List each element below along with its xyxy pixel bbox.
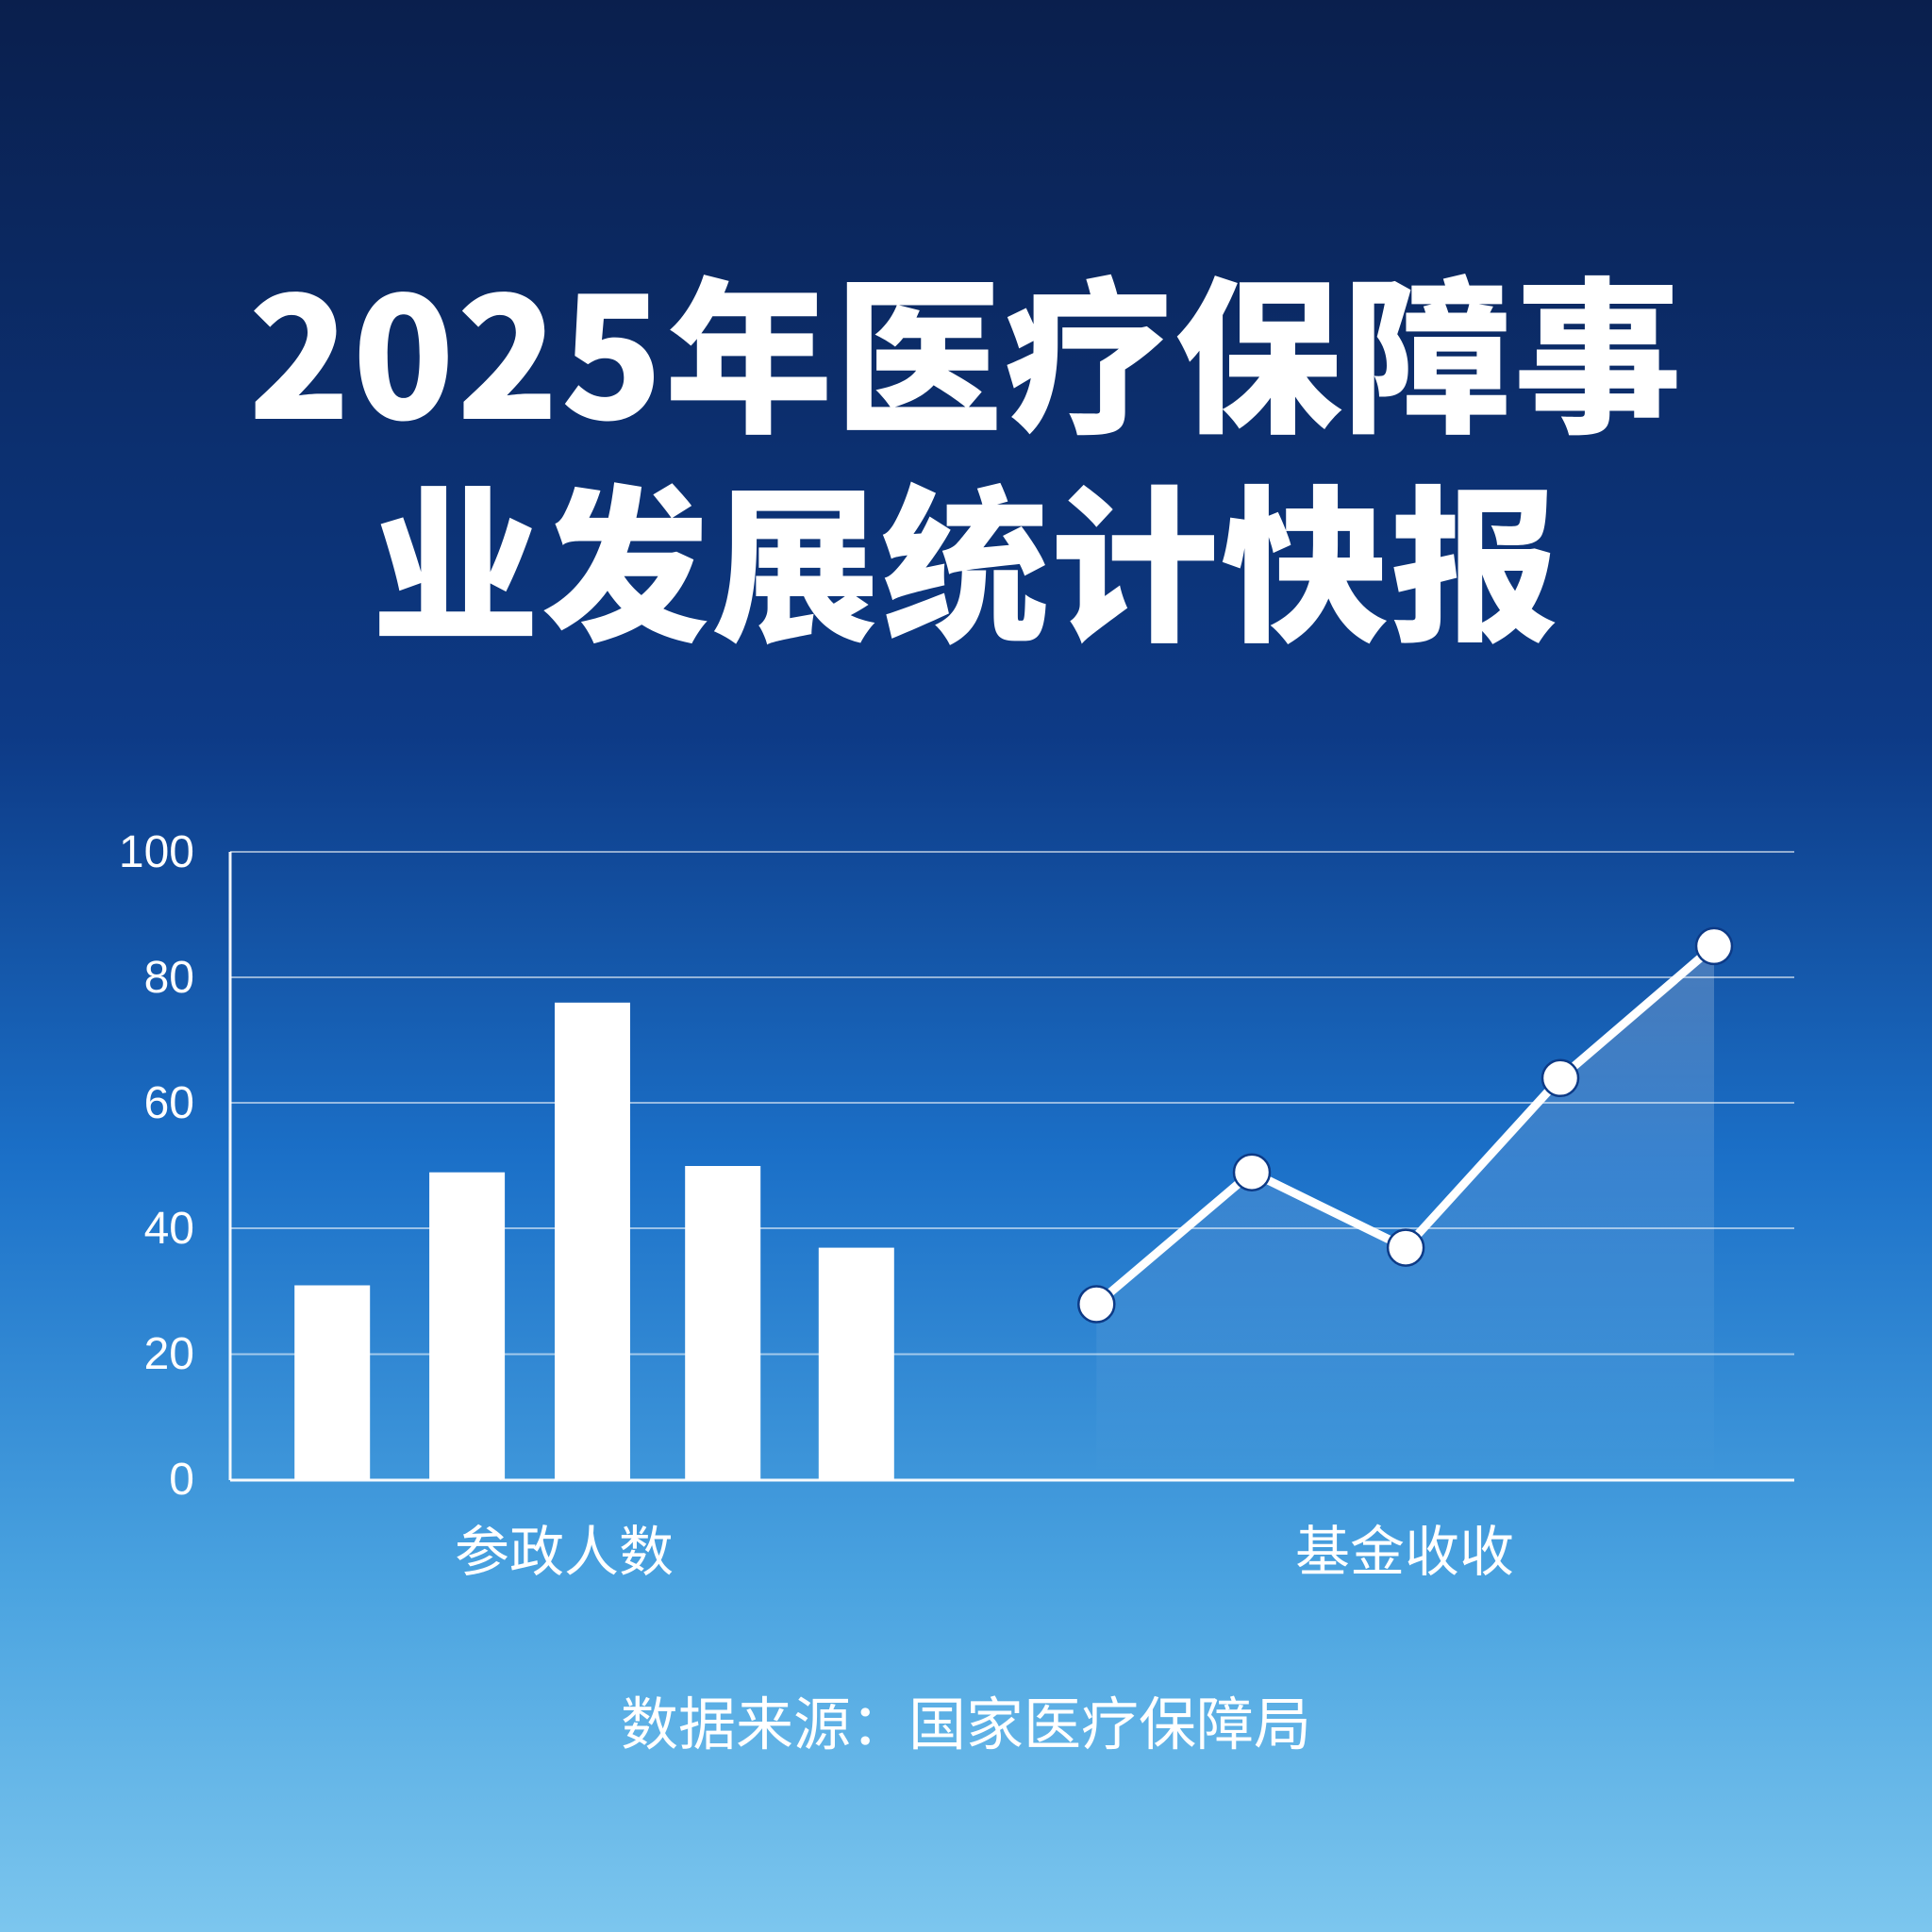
svg-text:60: 60	[144, 1078, 194, 1128]
svg-text:0: 0	[169, 1455, 194, 1505]
svg-text:40: 40	[144, 1204, 194, 1254]
svg-text:20: 20	[144, 1329, 194, 1379]
svg-text:基金收收: 基金收收	[1295, 1507, 1514, 1587]
svg-text:参政人数: 参政人数	[455, 1507, 674, 1587]
svg-text:80: 80	[144, 953, 194, 1003]
svg-text:100: 100	[119, 827, 194, 877]
